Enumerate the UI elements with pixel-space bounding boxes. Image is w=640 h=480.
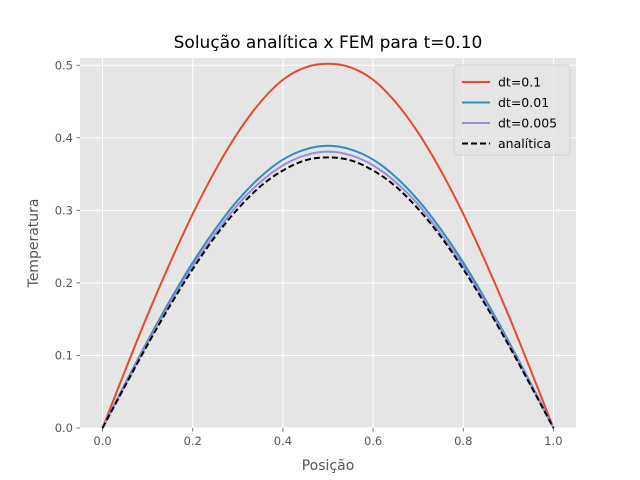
y-tick-label: 0.3 <box>55 203 73 217</box>
y-tick-label: 0.0 <box>55 421 73 435</box>
legend-label: analítica <box>498 136 551 151</box>
legend-box <box>453 64 571 156</box>
x-tick-label: 0.8 <box>454 434 472 448</box>
y-axis-label: Temperatura <box>26 199 42 289</box>
x-tick-label: 0.6 <box>364 434 382 448</box>
x-tick-label: 1.0 <box>544 434 562 448</box>
legend-label: dt=0.005 <box>498 116 557 131</box>
series-line-3 <box>101 156 555 429</box>
x-tick-label: 0.4 <box>274 434 292 448</box>
x-tick-label: 0.0 <box>93 434 111 448</box>
y-tick-label: 0.5 <box>55 58 73 72</box>
ticks: 0.0 0.2 0.4 0.6 0.8 1.0 0.0 0.1 0.2 0.3 0.4 0.5 <box>55 58 563 448</box>
legend-label: dt=0.1 <box>498 75 541 90</box>
y-tick-label: 0.2 <box>55 276 73 290</box>
legend: dt=0.1 dt=0.01 dt=0.005 analítica <box>453 64 571 156</box>
series-line-0 <box>101 62 555 429</box>
y-tick-label: 0.4 <box>55 131 73 145</box>
series-line-1 <box>101 144 555 429</box>
x-axis-label: Posição <box>302 458 355 474</box>
series-group <box>101 62 555 429</box>
series-line-2 <box>101 150 555 429</box>
chart-title: Solução analítica x FEM para t=0.10 <box>174 33 483 53</box>
legend-label: dt=0.01 <box>498 95 549 110</box>
x-tick-label: 0.2 <box>184 434 202 448</box>
y-tick-label: 0.1 <box>55 348 73 362</box>
